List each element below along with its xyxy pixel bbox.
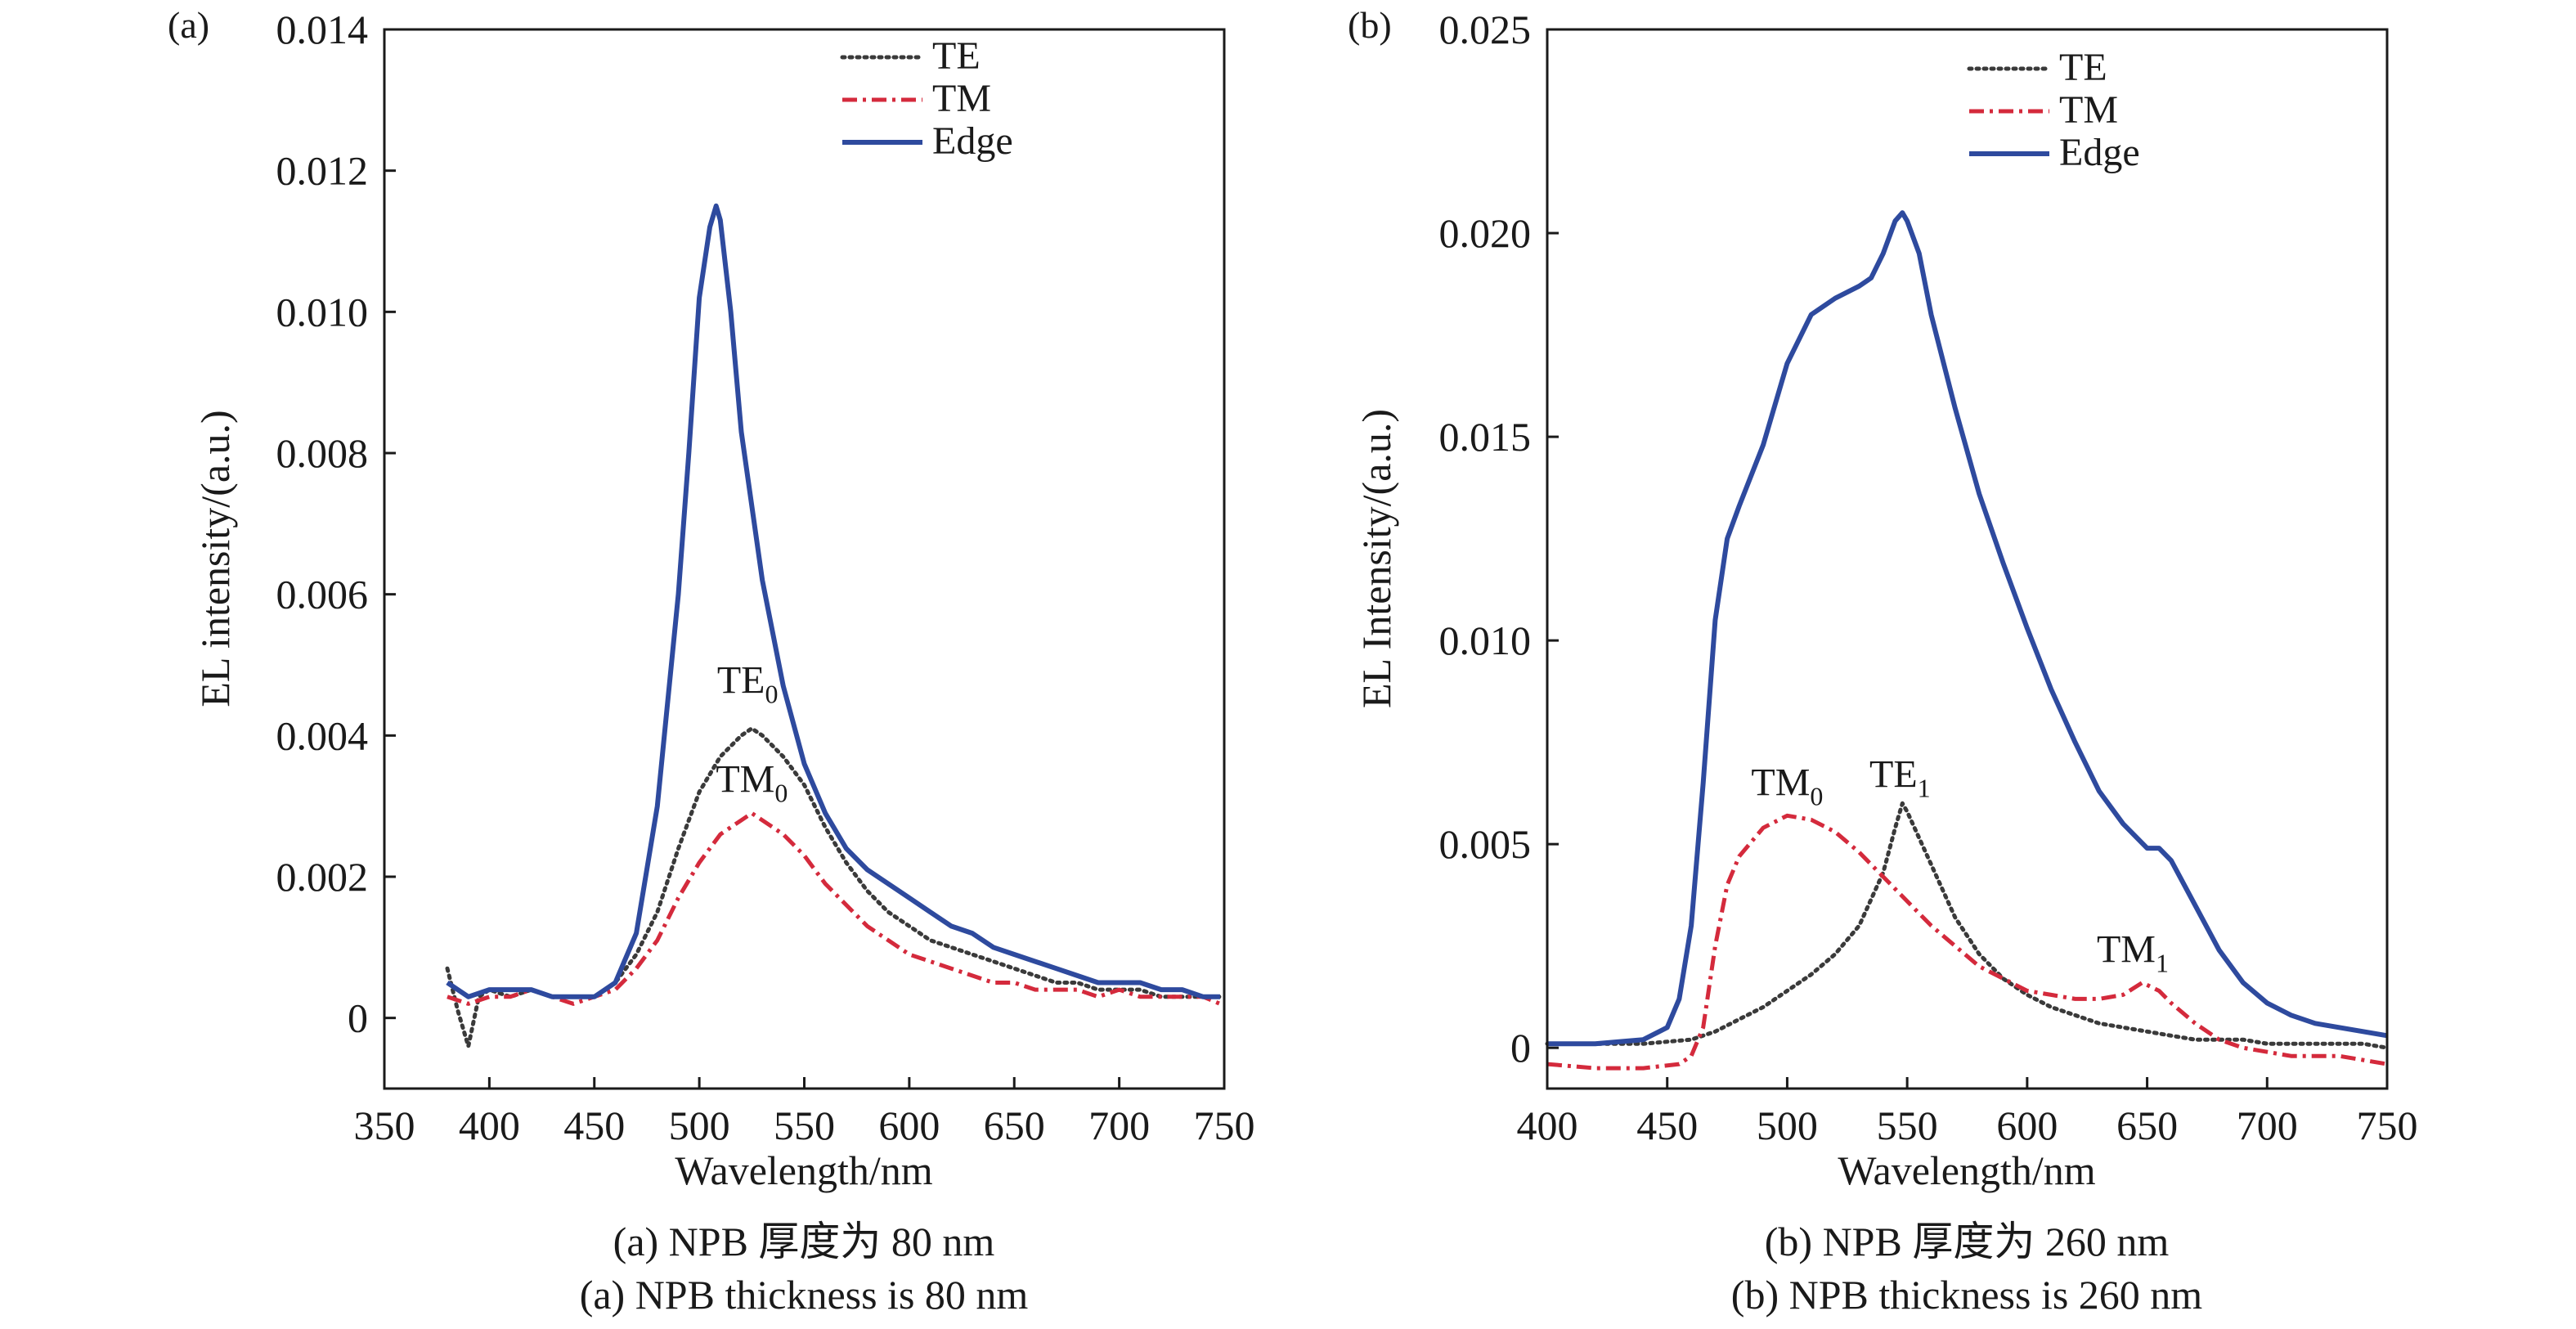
y-tick-label-a-1: 0.002	[276, 854, 369, 900]
series-line-b-te	[1545, 801, 2390, 1050]
x-tick-label-a-450: 450	[563, 1102, 625, 1148]
y-tick-label-b-3: 0.015	[1439, 414, 1532, 460]
legend-label-a-tm: TM	[932, 77, 991, 120]
legend-label-b-edge: Edge	[2059, 131, 2140, 174]
x-tick-label-b-450: 450	[1636, 1102, 1698, 1148]
x-tick-label-b-700: 700	[2237, 1102, 2298, 1148]
annotation-a-tm0: TM0	[716, 757, 788, 807]
caption-a-en: (a) NPB thickness is 80 nm	[580, 1272, 1029, 1318]
annotations-b: TM0 TE1 TM1	[1751, 752, 2169, 977]
tick-labels-b: 400 450 500 550 600 650 700 750 0 0.005 0.010 0.015…	[1439, 7, 2418, 1148]
x-tick-label-a-550: 550	[774, 1102, 835, 1148]
caption-b-zh: (b) NPB 厚度为 260 nm	[1765, 1219, 2170, 1264]
series-group-a	[445, 203, 1223, 1048]
y-tick-label-a-7: 0.014	[276, 7, 369, 52]
annotations-a: TE0 TM0	[716, 659, 788, 808]
legend-label-b-te: TE	[2059, 46, 2107, 89]
axis-ticks-a	[383, 28, 1226, 1089]
x-tick-label-a-700: 700	[1088, 1102, 1150, 1148]
y-tick-label-b-2: 0.010	[1439, 617, 1532, 663]
annotation-a-te0: TE0	[717, 659, 779, 709]
legend-label-a-te: TE	[932, 34, 981, 78]
x-tick-label-b-750: 750	[2357, 1102, 2418, 1148]
legend-label-b-tm: TM	[2059, 88, 2118, 132]
x-axis-title-a: Wavelength/nm	[675, 1147, 932, 1193]
series-line-a-tm	[447, 810, 1221, 1006]
y-tick-label-a-4: 0.008	[276, 430, 369, 476]
y-tick-label-a-6: 0.012	[276, 148, 369, 194]
series-line-b-edge	[1547, 210, 2388, 1047]
x-tick-label-a-750: 750	[1194, 1102, 1255, 1148]
x-tick-label-a-500: 500	[669, 1102, 730, 1148]
y-tick-label-b-0: 0	[1510, 1025, 1531, 1071]
y-axis-title-b: EL Intensity/(a.u.)	[1353, 409, 1399, 708]
series-group-b	[1545, 210, 2390, 1071]
x-tick-label-b-400: 400	[1517, 1102, 1578, 1148]
x-tick-label-b-500: 500	[1757, 1102, 1818, 1148]
chart-panel-a: (a) 350 400 450 500 550 600 650 700 750 0 0.002 0.0…	[168, 4, 1255, 1318]
y-tick-label-a-2: 0.004	[276, 712, 369, 758]
y-tick-label-a-3: 0.006	[276, 572, 369, 617]
x-tick-label-a-400: 400	[459, 1102, 520, 1148]
axis-ticks-b	[1546, 28, 2389, 1089]
y-axis-title-a: EL intensity/(a.u.)	[192, 410, 238, 707]
x-tick-label-a-600: 600	[878, 1102, 940, 1148]
annotation-b-tm1: TM1	[2097, 928, 2169, 978]
x-tick-label-b-650: 650	[2116, 1102, 2178, 1148]
x-tick-label-b-550: 550	[1877, 1102, 1938, 1148]
annotation-b-tm0: TM0	[1751, 761, 1823, 810]
plot-frame-a	[383, 28, 1226, 1090]
y-tick-label-a-0: 0	[348, 995, 368, 1041]
panel-label-b: (b)	[1348, 4, 1392, 46]
x-tick-label-b-600: 600	[1996, 1102, 2058, 1148]
series-line-a-edge	[446, 203, 1220, 999]
tick-labels-a: 350 400 450 500 550 600 650 700 750 0 0.002 0.004 0.…	[276, 7, 1255, 1148]
plot-frame-b	[1546, 28, 2389, 1090]
panel-label-a: (a)	[168, 4, 209, 46]
x-tick-label-a-350: 350	[354, 1102, 415, 1148]
caption-b-en: (b) NPB thickness is 260 nm	[1731, 1272, 2203, 1318]
x-axis-title-b: Wavelength/nm	[1838, 1147, 2095, 1193]
y-tick-label-b-4: 0.020	[1439, 210, 1532, 256]
y-tick-label-b-5: 0.025	[1439, 7, 1532, 52]
annotation-b-te1: TE1	[1869, 752, 1931, 802]
y-tick-label-a-5: 0.010	[276, 289, 369, 334]
legend-label-a-edge: Edge	[932, 119, 1013, 163]
chart-panel-b: (b) 400 450 500 550 600 650 700 750 0 0.005 0.010 0…	[1348, 4, 2418, 1318]
y-tick-label-b-1: 0.005	[1439, 821, 1532, 867]
x-tick-label-a-650: 650	[984, 1102, 1045, 1148]
caption-a-zh: (a) NPB 厚度为 80 nm	[613, 1219, 995, 1264]
series-line-b-tm	[1546, 813, 2388, 1071]
